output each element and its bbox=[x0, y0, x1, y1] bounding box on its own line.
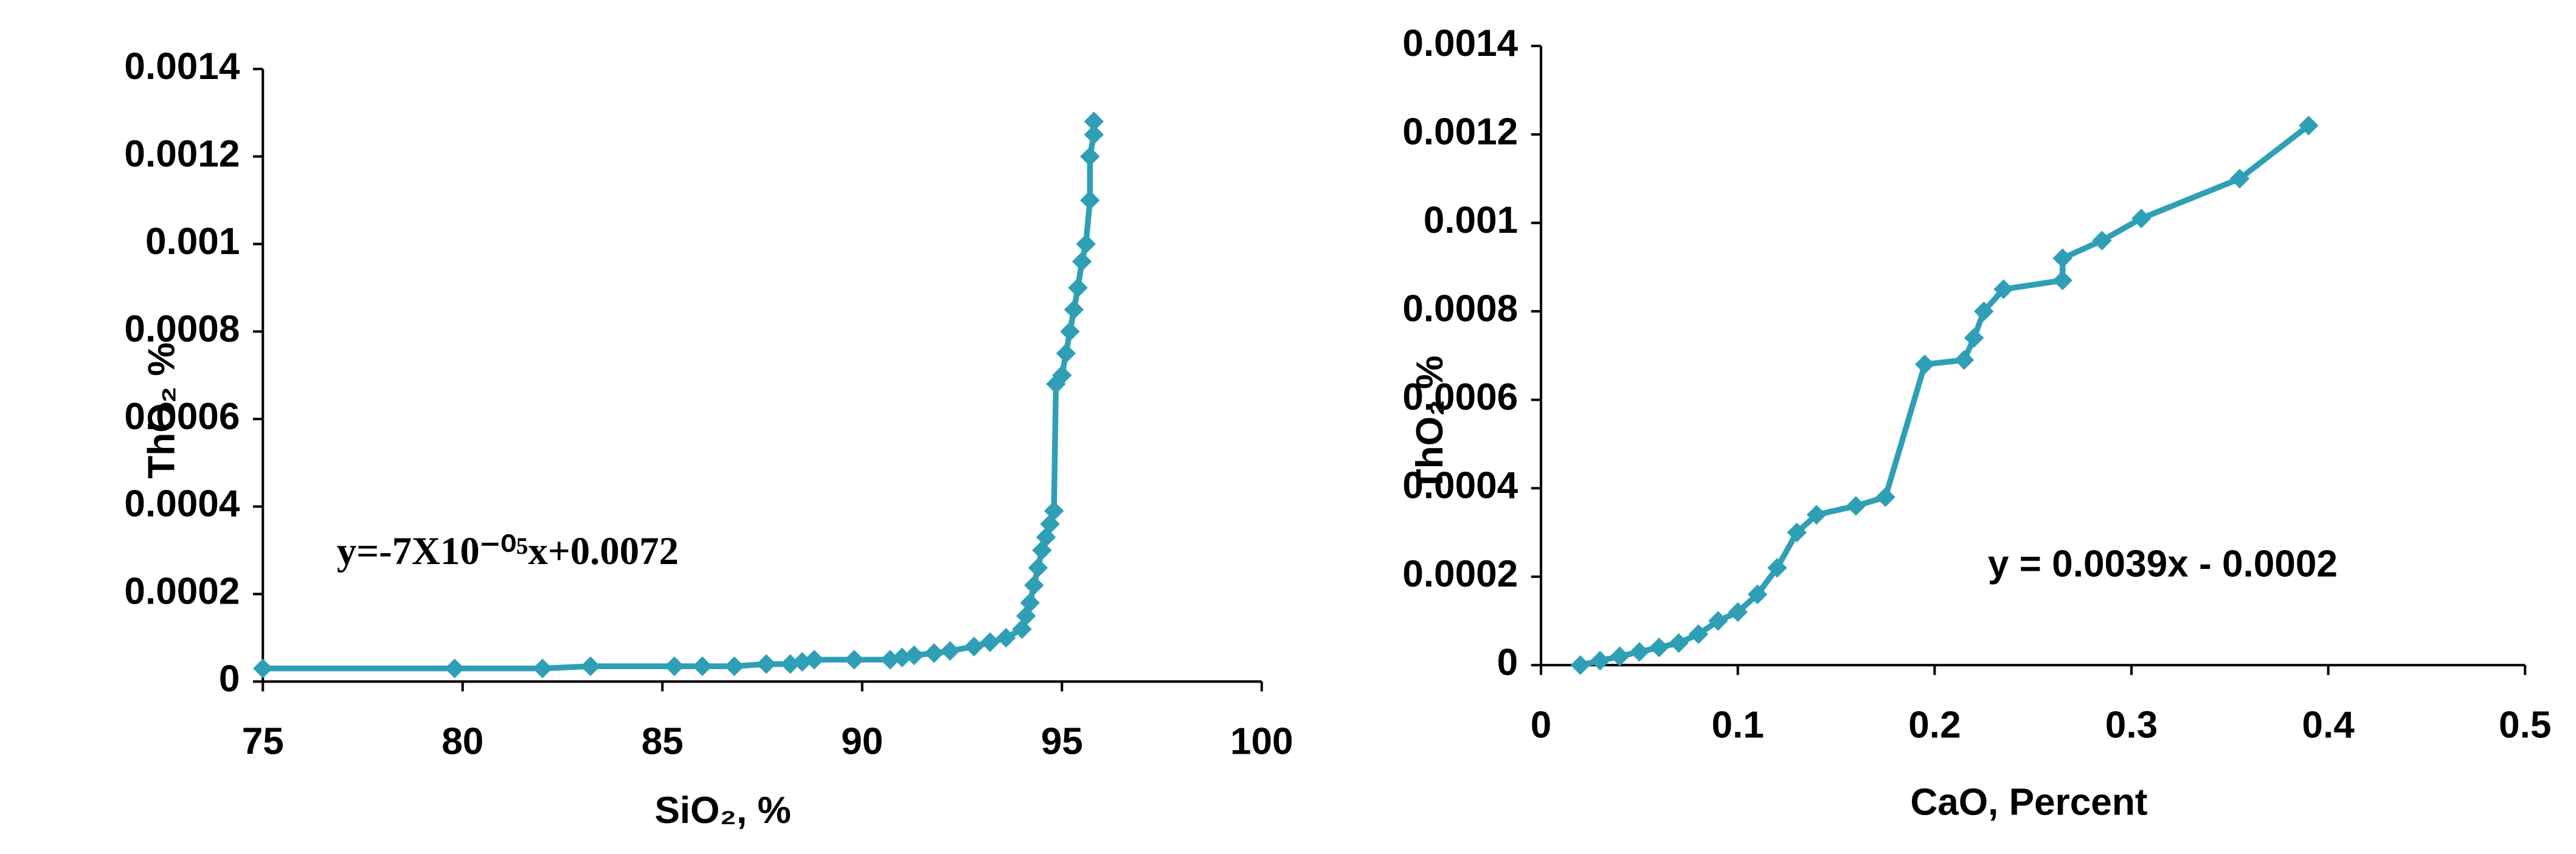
marker bbox=[1080, 190, 1100, 210]
marker bbox=[1076, 234, 1096, 254]
marker bbox=[1767, 557, 1787, 578]
x-axis-title: CaO, Percent bbox=[1910, 781, 2147, 823]
marker bbox=[2092, 230, 2112, 251]
y-tick-label: 0 bbox=[1497, 642, 1518, 684]
data-line bbox=[263, 121, 1097, 672]
marker bbox=[1020, 593, 1040, 613]
y-tick-label: 0.0002 bbox=[124, 571, 240, 613]
marker bbox=[924, 643, 944, 663]
y-tick-label: 0.0012 bbox=[124, 133, 240, 175]
marker bbox=[844, 650, 864, 670]
x-tick-label: 75 bbox=[242, 720, 284, 762]
y-tick-label: 0.0008 bbox=[1402, 288, 1518, 330]
marker bbox=[904, 645, 924, 666]
y-tick-label: 0.0014 bbox=[124, 46, 240, 88]
marker bbox=[940, 641, 960, 661]
marker bbox=[1052, 365, 1072, 385]
marker bbox=[253, 658, 273, 678]
marker bbox=[964, 636, 984, 656]
marker bbox=[1072, 252, 1092, 272]
marker bbox=[1056, 343, 1076, 363]
marker bbox=[1610, 646, 1630, 666]
marker bbox=[532, 658, 553, 678]
x-axis-title: SiO₂, % bbox=[654, 790, 791, 832]
marker bbox=[1590, 650, 1610, 671]
equation: y = 0.0039x - 0.0002 bbox=[1988, 543, 2338, 585]
marker bbox=[1084, 125, 1104, 145]
marker bbox=[980, 632, 1000, 652]
y-tick-label: 0.0014 bbox=[1402, 22, 1518, 64]
marker bbox=[1993, 279, 2013, 300]
marker bbox=[2299, 115, 2319, 136]
x-tick-label: 0.2 bbox=[1908, 704, 1961, 746]
marker bbox=[1806, 504, 1827, 525]
y-axis-title: ThO₂ % bbox=[141, 342, 183, 478]
marker bbox=[1747, 584, 1768, 605]
marker bbox=[1080, 146, 1100, 167]
y-tick-label: 0.0008 bbox=[124, 308, 240, 350]
marker bbox=[1964, 328, 1984, 348]
x-tick-label: 0.5 bbox=[2499, 704, 2551, 746]
equation: y=-7X10⁻⁰⁵x+0.0072 bbox=[337, 529, 679, 573]
marker bbox=[1024, 575, 1044, 596]
marker bbox=[1060, 322, 1080, 342]
marker bbox=[1044, 501, 1064, 521]
marker bbox=[1084, 111, 1104, 132]
marker bbox=[724, 656, 744, 677]
marker bbox=[1064, 300, 1084, 320]
marker bbox=[580, 656, 601, 677]
marker bbox=[2052, 270, 2072, 291]
y-tick-label: 0.0004 bbox=[1402, 465, 1518, 507]
marker bbox=[2052, 248, 2072, 269]
x-tick-label: 0.1 bbox=[1711, 704, 1764, 746]
y-tick-label: 0.001 bbox=[1424, 199, 1518, 241]
marker bbox=[1954, 350, 1975, 370]
marker bbox=[1708, 611, 1728, 631]
x-tick-label: 85 bbox=[642, 720, 684, 762]
x-tick-label: 0 bbox=[1531, 704, 1552, 746]
marker bbox=[445, 658, 465, 678]
marker bbox=[1787, 522, 1807, 543]
y-tick-label: 0.0006 bbox=[124, 396, 240, 438]
marker bbox=[692, 656, 713, 677]
marker bbox=[1846, 496, 1866, 516]
y-tick-label: 0.0006 bbox=[1402, 376, 1518, 418]
marker bbox=[1028, 557, 1048, 578]
marker bbox=[1629, 642, 1650, 662]
marker bbox=[1570, 655, 1590, 675]
x-tick-label: 80 bbox=[441, 720, 483, 762]
x-tick-label: 95 bbox=[1041, 720, 1083, 762]
x-tick-label: 90 bbox=[841, 720, 883, 762]
marker bbox=[1914, 354, 1935, 374]
marker bbox=[1068, 278, 1088, 298]
marker bbox=[2229, 168, 2250, 189]
marker bbox=[1974, 301, 1994, 322]
marker bbox=[1875, 487, 1896, 508]
x-tick-label: 0.3 bbox=[2105, 704, 2158, 746]
marker bbox=[2131, 208, 2152, 229]
y-tick-label: 0.0004 bbox=[124, 483, 240, 525]
y-tick-label: 0.0002 bbox=[1402, 553, 1518, 595]
marker bbox=[1728, 602, 1748, 622]
y-tick-label: 0.0012 bbox=[1402, 111, 1518, 153]
y-axis-title: ThO₂ % bbox=[1409, 356, 1451, 492]
y-tick-label: 0 bbox=[219, 658, 240, 700]
y-tick-label: 0.001 bbox=[145, 221, 240, 263]
x-tick-label: 0.4 bbox=[2302, 704, 2355, 746]
marker bbox=[664, 656, 685, 677]
marker bbox=[1688, 624, 1709, 644]
marker bbox=[756, 654, 777, 674]
marker bbox=[1649, 637, 1669, 658]
x-tick-label: 100 bbox=[1230, 720, 1293, 762]
marker bbox=[1669, 633, 1689, 653]
